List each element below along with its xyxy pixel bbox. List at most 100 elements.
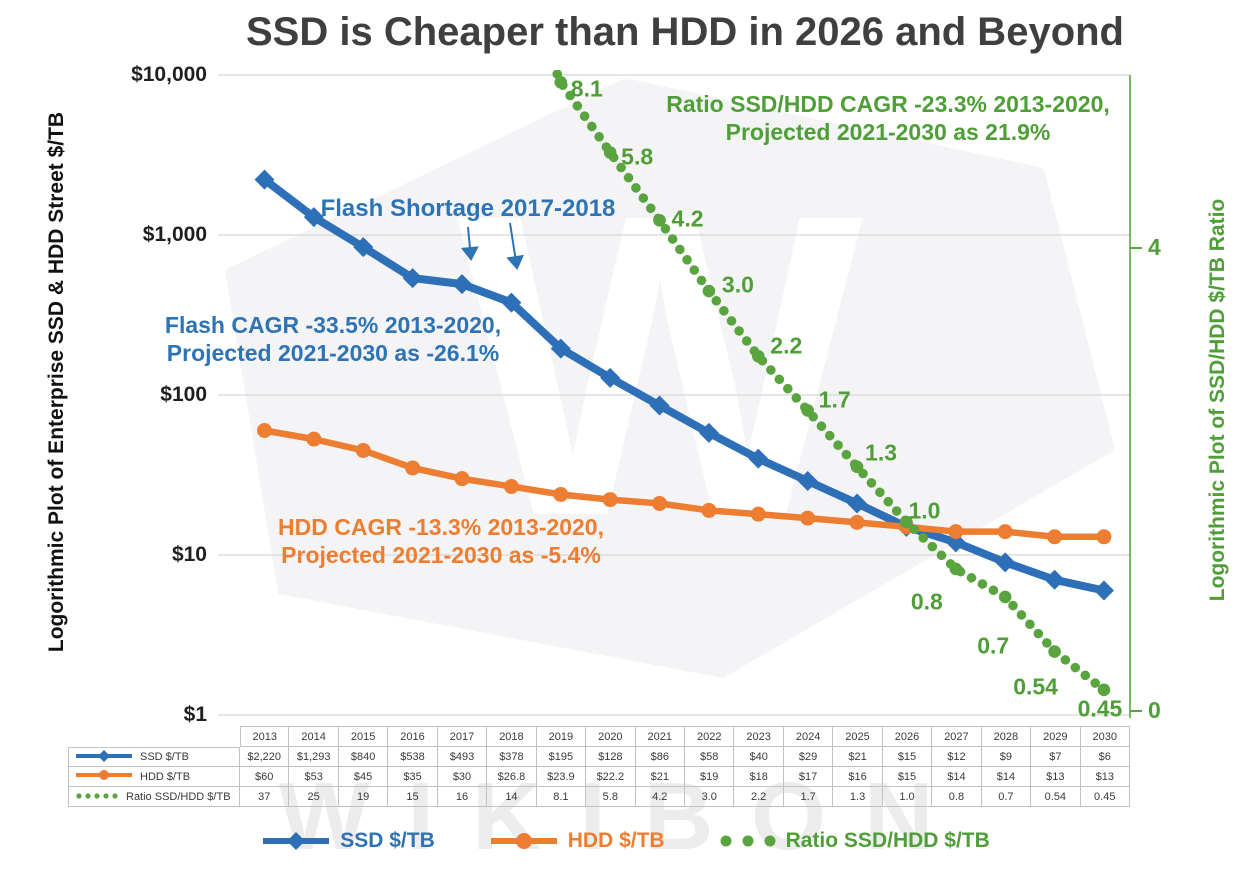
flash-cagr-annotation: Flash CAGR -33.5% 2013-2020, Projected 2… [148, 311, 518, 367]
right-axis-tick-4: 4 [1148, 234, 1161, 260]
table-cell: $29 [783, 747, 834, 767]
ratio-cagr-annotation: Ratio SSD/HDD CAGR -23.3% 2013-2020, Pro… [653, 90, 1123, 146]
table-cell: 0.7 [981, 787, 1032, 807]
table-cell: $13 [1031, 767, 1081, 787]
table-cell: $58 [684, 747, 735, 767]
table-cell: 37 [240, 787, 290, 807]
ratio-label-5.8: 5.8 [621, 143, 654, 169]
table-year-header: 2026 [882, 726, 933, 747]
left-axis-tick-1: $1 [183, 703, 207, 726]
table-cell: $53 [289, 767, 339, 787]
table-cell: $2,220 [240, 747, 290, 767]
ratio-label-4.2: 4.2 [671, 205, 704, 232]
table-year-header: 2030 [1080, 726, 1130, 747]
table-cell: $16 [833, 767, 883, 787]
table-year-header: 2017 [437, 726, 488, 747]
ratio-label-1.7: 1.7 [818, 386, 851, 413]
table-cell: 16 [437, 787, 488, 807]
table-year-header: 2021 [635, 726, 685, 747]
table-cell: $9 [981, 747, 1032, 767]
table-year-header: 2027 [932, 726, 982, 747]
table-cell: $840 [338, 747, 389, 767]
ratio-label-1.3: 1.3 [865, 439, 898, 466]
table-year-header: 2018 [487, 726, 537, 747]
legend-label-ssd: SSD $/TB [340, 829, 435, 852]
legend: SSD $/TB HDD $/TB Ratio SSD/HDD $/TB [0, 829, 1251, 853]
table-year-header: 2023 [734, 726, 784, 747]
table-cell: 0.54 [1031, 787, 1081, 807]
legend-item-ratio: Ratio SSD/HDD $/TB [719, 829, 990, 853]
table-cell: $6 [1080, 747, 1130, 767]
table-cell: $14 [981, 767, 1032, 787]
table-cell: 1.0 [882, 787, 933, 807]
table-row-label-text: SSD $/TB [140, 751, 189, 763]
table-row-label: SSD $/TB [68, 747, 240, 767]
ratio-label-1.0: 1.0 [908, 497, 941, 524]
table-cell: $22.2 [586, 767, 636, 787]
left-axis-tick-100: $100 [160, 383, 207, 406]
table-cell: $26.8 [487, 767, 537, 787]
table-cell: $15 [882, 747, 933, 767]
table-cell: 25 [289, 787, 339, 807]
table-cell: 14 [487, 787, 537, 807]
ratio-label-0.7: 0.7 [977, 632, 1010, 659]
table-cell: 0.8 [932, 787, 982, 807]
table-cell: 8.1 [536, 787, 587, 807]
table-cell: $378 [487, 747, 537, 767]
table-cell: $21 [833, 747, 883, 767]
table-cell: 15 [388, 787, 438, 807]
w-watermark: W [457, 130, 863, 606]
ratio-label-0.45: 0.45 [1077, 695, 1123, 722]
legend-label-hdd: HDD $/TB [567, 829, 665, 852]
table-cell: $195 [536, 747, 587, 767]
hdd-cagr-annotation: HDD CAGR -13.3% 2013-2020, Projected 202… [256, 513, 626, 569]
ratio-label-0.54: 0.54 [1013, 673, 1058, 700]
legend-label-ratio: Ratio SSD/HDD $/TB [785, 829, 990, 852]
table-cell: $128 [586, 747, 636, 767]
table-cell: $538 [388, 747, 438, 767]
table-row-label-text: Ratio SSD/HDD $/TB [126, 790, 231, 803]
table-year-header: 2014 [289, 726, 339, 747]
ratio-label-3.0: 3.0 [721, 271, 754, 298]
table-cell: 1.3 [833, 787, 883, 807]
table-cell: 5.8 [586, 787, 636, 807]
table-year-header: 2015 [338, 726, 389, 747]
table-cell: $1,293 [289, 747, 339, 767]
hdd-marker-icon [75, 769, 133, 784]
table-cell: $17 [783, 767, 834, 787]
ratio-marker-icon [75, 791, 119, 803]
table-corner [68, 726, 240, 747]
table-year-header: 2022 [684, 726, 735, 747]
table-year-header: 2028 [981, 726, 1032, 747]
page-title: SSD is Cheaper than HDD in 2026 and Beyo… [246, 10, 1124, 54]
table-year-header: 2016 [388, 726, 438, 747]
table-row-label: HDD $/TB [68, 767, 240, 787]
table-cell: $7 [1031, 747, 1081, 767]
table-cell: $493 [437, 747, 488, 767]
data-table: 2013 2014 2015 2016 2017 2018 2019 2020 2021 2022… [68, 726, 1130, 807]
table-cell: $35 [388, 767, 438, 787]
legend-item-ssd: SSD $/TB [261, 829, 435, 853]
table-cell: $30 [437, 767, 488, 787]
table-cell: 0.45 [1080, 787, 1130, 807]
table-year-header: 2024 [783, 726, 834, 747]
ratio-label-2.2: 2.2 [770, 332, 803, 359]
table-year-header: 2013 [240, 726, 290, 747]
hdd-cagr-line1: HDD CAGR -13.3% 2013-2020, [278, 514, 604, 540]
table-cell: $13 [1080, 767, 1130, 787]
table-cell: 19 [338, 787, 389, 807]
table-cell: $86 [635, 747, 685, 767]
ratio-cagr-line2: Projected 2021-2030 as 21.9% [725, 119, 1051, 145]
right-axis-tick-0: 0 [1148, 697, 1161, 723]
left-axis-tick-10: $10 [171, 543, 207, 566]
legend-item-hdd: HDD $/TB [489, 829, 665, 853]
table-cell: $14 [932, 767, 982, 787]
table-year-header: 2029 [1031, 726, 1081, 747]
ssd-line-diamond-icon [263, 832, 330, 850]
table-year-header: 2025 [833, 726, 883, 747]
table-cell: 2.2 [734, 787, 784, 807]
table-cell: $19 [684, 767, 735, 787]
flash-cagr-line2: Projected 2021-2030 as -26.1% [166, 340, 500, 366]
